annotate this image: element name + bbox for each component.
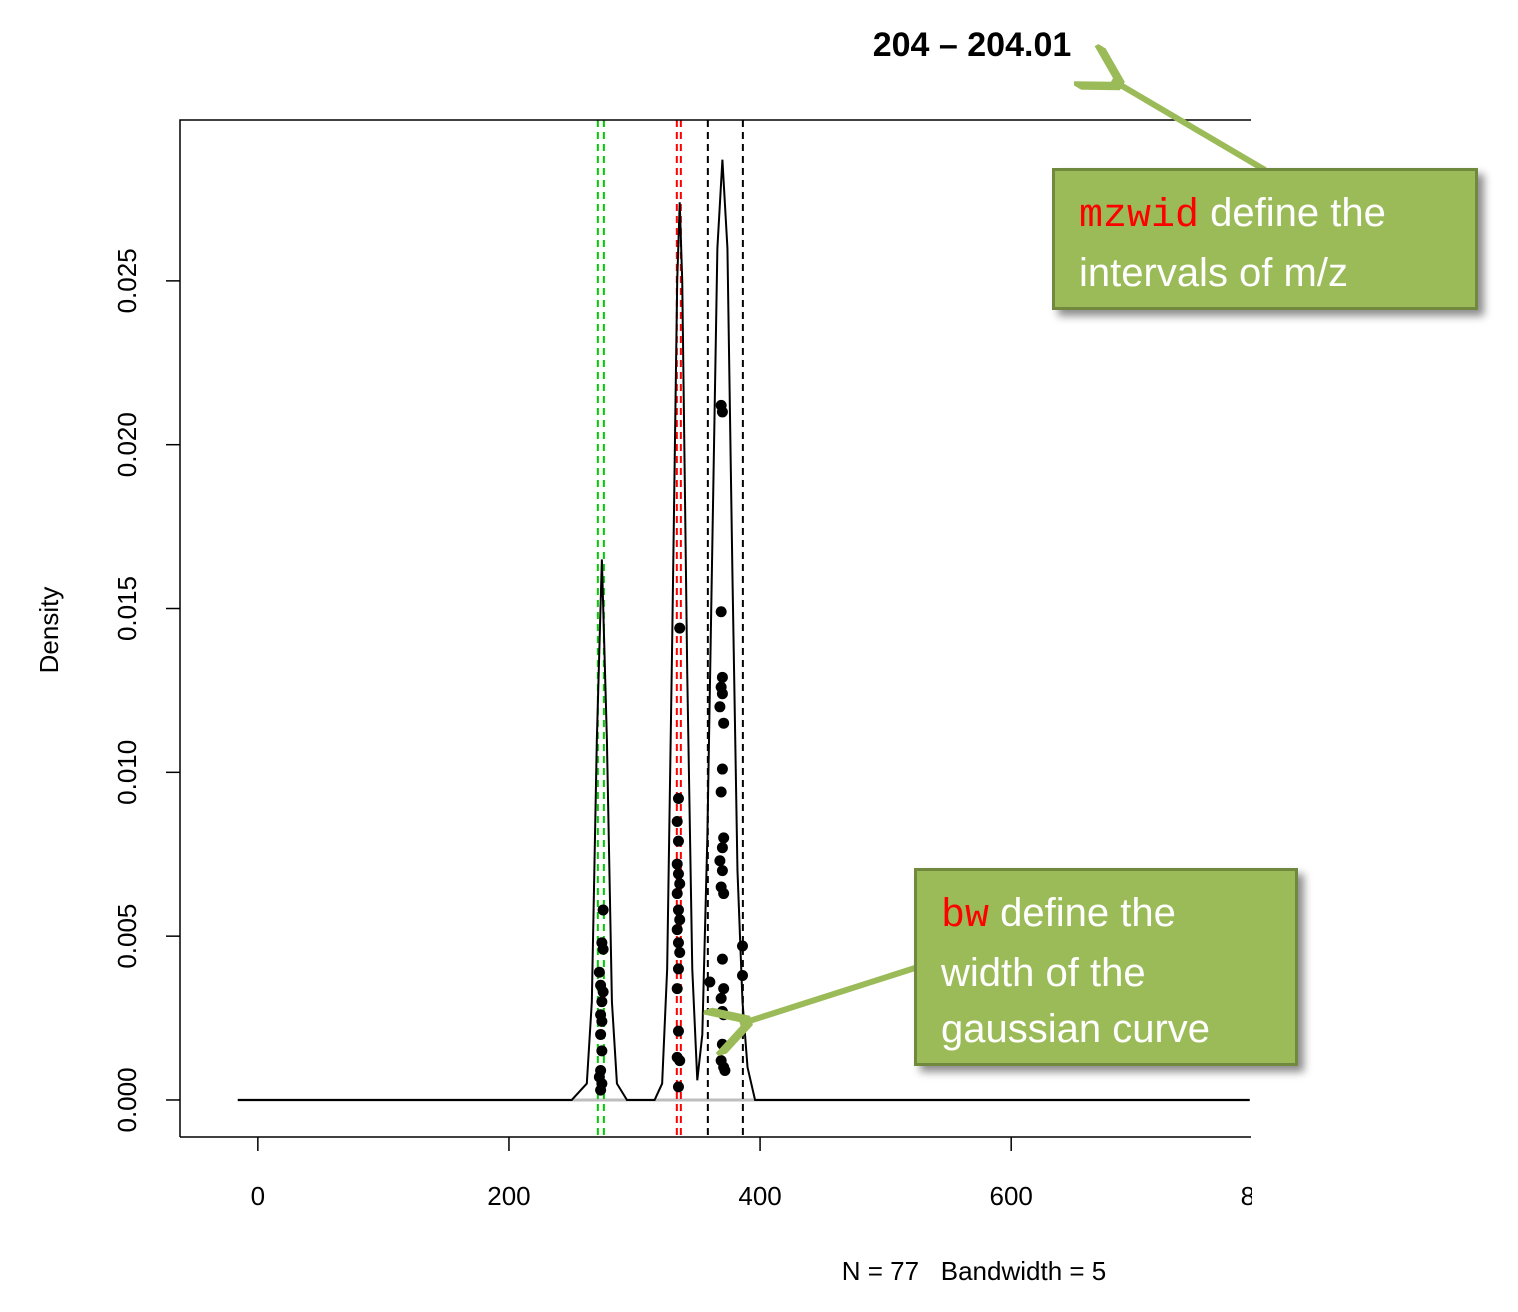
- data-point: [672, 1025, 684, 1037]
- callout-line: width of the: [941, 951, 1146, 995]
- data-point: [716, 842, 728, 854]
- data-point: [715, 786, 727, 798]
- data-point: [715, 992, 727, 1004]
- data-point: [597, 943, 609, 955]
- callout-line: gaussian curve: [941, 1007, 1211, 1051]
- data-point: [596, 996, 608, 1008]
- data-point: [596, 1045, 608, 1057]
- data-point: [593, 966, 605, 978]
- data-point: [597, 986, 609, 998]
- y-tick-label: 0.025: [112, 248, 142, 313]
- data-point: [716, 406, 728, 418]
- callout-line: intervals of m/z: [1079, 251, 1348, 295]
- data-point: [716, 671, 728, 683]
- data-point: [716, 688, 728, 700]
- data-point: [674, 622, 686, 634]
- y-axis-label: Density: [34, 587, 64, 674]
- data-point: [715, 606, 727, 618]
- data-point: [736, 969, 748, 981]
- arrow: [1112, 80, 1267, 173]
- data-point: [714, 701, 726, 713]
- x-tick-label: 800: [1241, 1181, 1284, 1211]
- data-point: [595, 1028, 607, 1040]
- data-point: [672, 793, 684, 805]
- x-tick-label: 200: [487, 1181, 530, 1211]
- x-tick-label: 400: [738, 1181, 781, 1211]
- axis-frame: [179, 119, 1251, 1137]
- y-tick-label: 0.000: [112, 1067, 142, 1132]
- data-point: [719, 1064, 731, 1076]
- data-point: [671, 858, 683, 870]
- data-point: [716, 1038, 728, 1050]
- data-point: [674, 1055, 686, 1067]
- y-tick-label: 0.020: [112, 412, 142, 477]
- callout-line: bw define the: [941, 885, 1271, 945]
- data-point: [672, 937, 684, 949]
- data-point: [704, 976, 716, 988]
- plot-area: 0 200 400 600 800 0.000 0.005 0.010 0.015 0.020 0.…: [112, 120, 1284, 1211]
- data-point: [716, 865, 728, 877]
- code-word: mzwid: [1079, 194, 1200, 239]
- data-point: [671, 983, 683, 995]
- data-point: [716, 953, 728, 965]
- data-point: [716, 763, 728, 775]
- data-point: [736, 940, 748, 952]
- data-point: [674, 878, 686, 890]
- callout: mzwid define the intervals of m/z: [1052, 168, 1478, 310]
- chart-title: 204 – 204.01: [873, 26, 1072, 64]
- x-tick-label: 0: [251, 1181, 265, 1211]
- x-axis-label: N = 77 Bandwidth = 5: [842, 1256, 1107, 1286]
- data-point: [672, 963, 684, 975]
- data-point: [674, 947, 686, 959]
- data-point: [718, 983, 730, 995]
- data-point: [671, 815, 683, 827]
- data-point: [671, 888, 683, 900]
- data-point: [595, 1084, 607, 1096]
- callout: bw define the width of the gaussian curv…: [914, 868, 1298, 1066]
- y-tick-label: 0.010: [112, 740, 142, 805]
- data-point: [718, 717, 730, 729]
- data-point: [597, 904, 609, 916]
- density-curve: [237, 159, 1250, 1101]
- data-point: [672, 904, 684, 916]
- data-point: [674, 914, 686, 926]
- data-point: [596, 1015, 608, 1027]
- callout-text: define the: [1000, 891, 1176, 935]
- data-point: [718, 832, 730, 844]
- callout-line: mzwid define the: [1079, 185, 1451, 245]
- data-point: [671, 924, 683, 936]
- data-point: [672, 868, 684, 880]
- data-point: [718, 888, 730, 900]
- code-word: bw: [941, 894, 990, 939]
- data-point: [672, 1081, 684, 1093]
- data-point: [718, 1009, 730, 1021]
- y-tick-label: 0.005: [112, 904, 142, 969]
- y-tick-label: 0.015: [112, 576, 142, 641]
- data-point: [714, 855, 726, 867]
- arrow: [740, 965, 916, 1024]
- x-ticks: 0 200 400 600 800: [251, 1137, 1284, 1211]
- x-tick-label: 600: [989, 1181, 1032, 1211]
- callout-text: define the: [1210, 191, 1386, 235]
- data-point: [672, 835, 684, 847]
